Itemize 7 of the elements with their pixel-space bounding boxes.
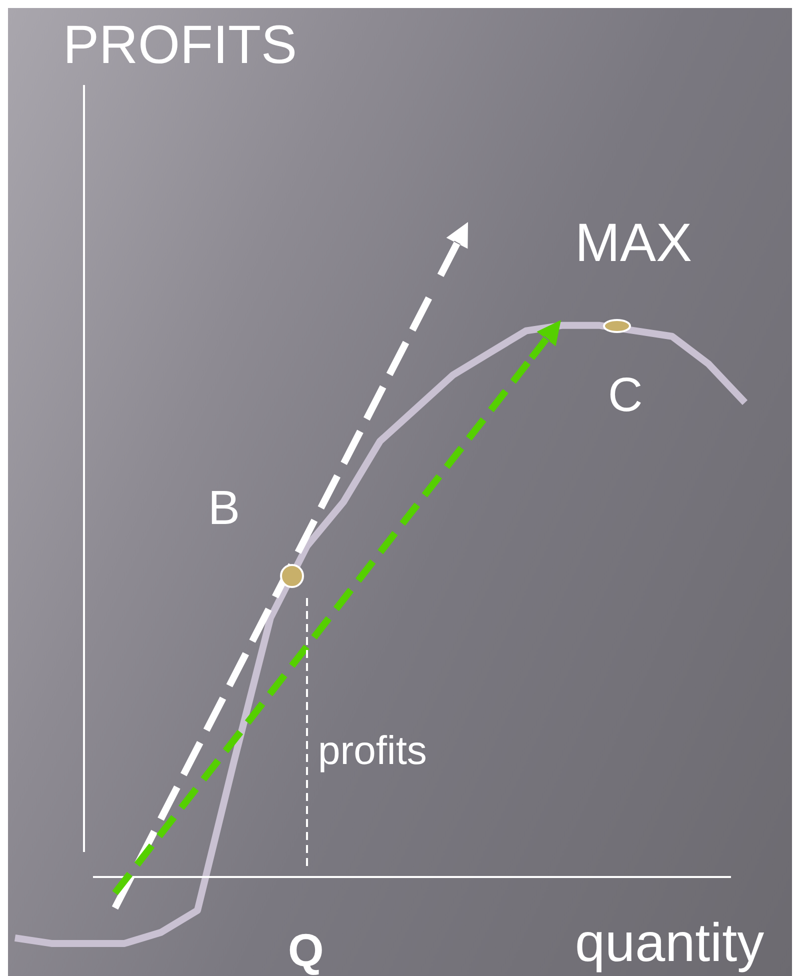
- annotation: C: [608, 369, 643, 422]
- y-axis-title: PROFITS: [63, 15, 298, 75]
- annotation: profits: [318, 729, 427, 773]
- text: MAX: [575, 213, 692, 273]
- x-axis-title: quantity: [575, 913, 764, 973]
- annotation: Q: [288, 924, 324, 976]
- annotation: B: [208, 482, 240, 535]
